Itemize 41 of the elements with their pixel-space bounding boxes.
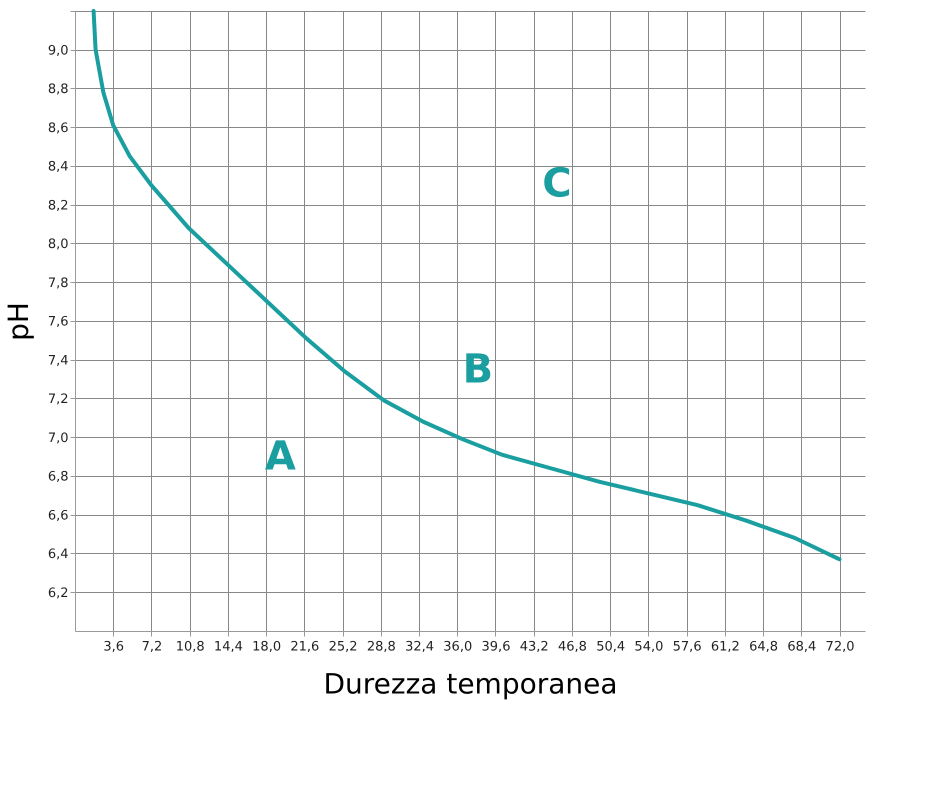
x-tick-label: 50,4 [596, 640, 626, 654]
y-axis-title: pH [2, 302, 35, 341]
y-tick-label: 8,2 [48, 198, 68, 214]
x-tick-label: 68,4 [787, 640, 816, 654]
x-tick-label: 46,8 [558, 640, 587, 654]
y-tick-label: 8,6 [48, 120, 68, 136]
annotation: B [462, 346, 494, 393]
y-tick-label: 7,8 [48, 276, 68, 291]
x-tick-label: 3,6 [103, 640, 124, 654]
x-tick-label: 32,4 [405, 640, 434, 654]
x-tick-label: 14,4 [214, 640, 243, 654]
line-series [92, 9, 842, 562]
x-tick-label: 54,0 [634, 640, 664, 654]
x-tick-label: 10,8 [176, 640, 205, 654]
y-tick-label: 9,0 [48, 43, 68, 58]
x-tick-label: 25,2 [328, 640, 358, 654]
y-tick-label: 6,6 [48, 508, 68, 524]
x-tick-label: 61,2 [710, 640, 740, 654]
y-tick-label: 8,8 [48, 82, 68, 97]
y-tick-label: 7,4 [48, 353, 68, 368]
x-tick-label: 72,0 [826, 640, 854, 654]
x-tick-label: 57,6 [672, 640, 702, 654]
y-tick-label: 6,4 [48, 547, 68, 562]
y-tick-label: 8,0 [48, 237, 68, 252]
x-tick-label: 39,6 [482, 640, 510, 654]
y-tick-label: 7,6 [48, 314, 68, 330]
x-tick-label: 28,8 [366, 640, 396, 654]
y-tick-label: 6,2 [48, 586, 68, 601]
x-tick-label: 43,2 [520, 640, 549, 654]
x-axis-title: Durezza temporanea [323, 668, 618, 700]
x-tick-label: 18,0 [252, 640, 282, 654]
y-tick-label: 7,0 [48, 430, 68, 446]
x-tick-label: 64,8 [749, 640, 778, 654]
y-tick-label: 6,8 [48, 470, 68, 484]
annotation: C [542, 160, 572, 207]
y-tick-label: 8,4 [48, 160, 68, 174]
y-tick-label: 7,2 [48, 392, 68, 407]
annotation: A [264, 433, 296, 480]
x-tick-label: 7,2 [142, 640, 162, 654]
x-tick-label: 21,6 [290, 640, 320, 654]
x-tick-label: 36,0 [443, 640, 472, 654]
